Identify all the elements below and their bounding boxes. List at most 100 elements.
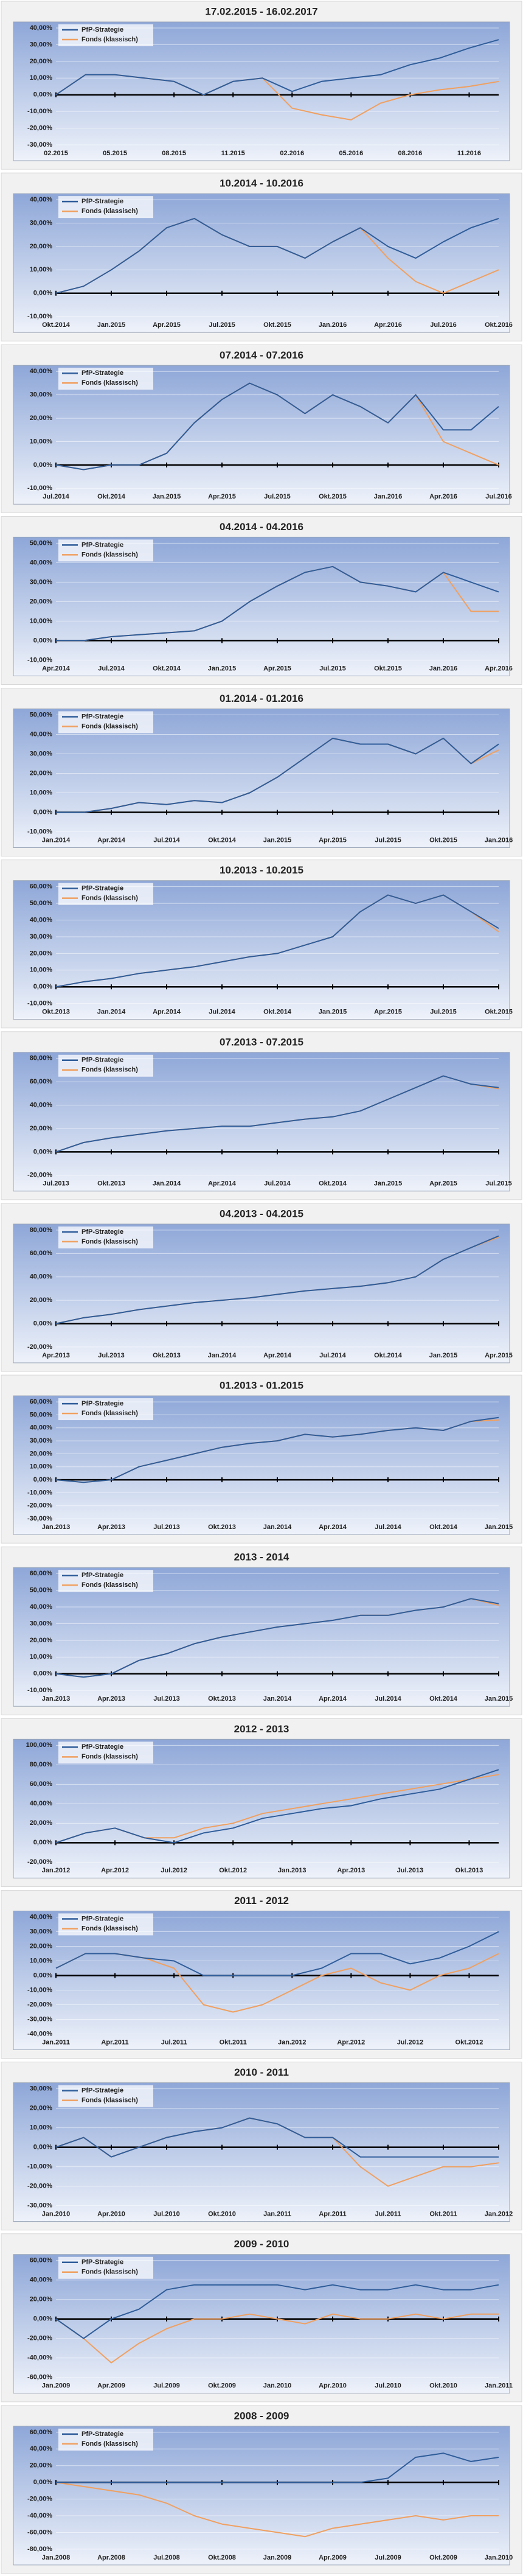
x-tick-label: Jul.2014 [153, 836, 180, 844]
x-tick-label: Jan.2015 [208, 665, 236, 672]
x-tick-label: Jan.2013 [42, 1524, 70, 1531]
x-tick-label: Okt.2014 [153, 665, 181, 672]
y-tick-label: 30,00% [30, 219, 53, 226]
y-tick-label: 20,00% [30, 2296, 53, 2303]
chart-title: 17.02.2015 - 16.02.2017 [205, 5, 317, 17]
x-tick-label: Apr.2011 [319, 2211, 346, 2218]
y-tick-label: 20,00% [30, 1450, 53, 1457]
legend-label: Fonds (klassisch) [81, 1238, 138, 1245]
x-tick-label: 11.2015 [221, 150, 245, 157]
y-tick-label: 40,00% [30, 368, 53, 375]
y-tick-label: 10,00% [30, 1957, 53, 1964]
x-tick-label: Jul.2015 [375, 836, 401, 844]
x-tick-label: Apr.2011 [101, 2039, 128, 2046]
x-tick-label: Okt.2015 [263, 321, 291, 329]
y-tick-label: 0,00% [33, 983, 52, 990]
y-tick-label: 20,00% [30, 769, 53, 777]
legend-label: PfP-Strategie [81, 26, 123, 33]
x-tick-label: Apr.2013 [97, 1695, 125, 1703]
y-tick-label: -30,00% [27, 2202, 52, 2210]
x-tick-label: Apr.2013 [337, 1867, 365, 1874]
legend-label: PfP-Strategie [81, 885, 123, 892]
chart-panel: 2012 - 2013 -20,00% 0,00% 20,00% 40,00% 60,00… [1, 1718, 522, 1887]
y-tick-label: -10,00% [27, 485, 52, 492]
x-tick-label: Jan.2016 [429, 665, 457, 672]
x-tick-label: Jan.2012 [42, 1867, 70, 1874]
series-line [56, 565, 499, 642]
chart-panel: 2008 - 2009 -80,00% -60,00% -40,00% -20,00% 0… [1, 2405, 522, 2574]
y-tick-label: -20,00% [27, 2001, 52, 2008]
chart-panel: 17.02.2015 - 16.02.2017 -30,00% -20,00% -10… [1, 1, 522, 170]
y-tick-label: 50,00% [30, 900, 53, 907]
x-tick-label: Apr.2014 [263, 1352, 292, 1359]
chart-panel: 01.2014 - 01.2016 -10,00% 0,00% 10,00% 20,00… [1, 688, 522, 857]
legend-label: Fonds (klassisch) [81, 551, 138, 558]
y-tick-label: 30,00% [30, 391, 53, 399]
series-line [55, 1598, 499, 1678]
y-tick-label: 80,00% [30, 1055, 53, 1062]
chart-panel: 07.2014 - 07.2016 -10,00% 0,00% 10,00% 20,00… [1, 344, 522, 513]
x-tick-label: Apr.2008 [97, 2554, 125, 2561]
chart-panel: 2010 - 2011 -30,00% -20,00% -10,00% 0,00% 10,… [1, 2062, 522, 2231]
x-tick-label: Jul.2014 [43, 493, 69, 500]
x-tick-label: Jan.2012 [278, 2039, 306, 2046]
x-tick-label: Apr.2016 [485, 665, 513, 672]
y-tick-label: -10,00% [27, 1489, 52, 1496]
chart-title: 10.2014 - 10.2016 [220, 178, 303, 189]
x-tick-label: Apr.2010 [319, 2382, 347, 2390]
y-tick-label: 0,00% [33, 808, 52, 816]
x-tick-label: Jan.2010 [485, 2554, 513, 2561]
x-tick-label: Jan.2011 [263, 2211, 291, 2218]
legend-label: PfP-Strategie [81, 2431, 123, 2438]
y-tick-label: 20,00% [30, 1637, 53, 1644]
x-tick-label: Jul.2015 [264, 493, 290, 500]
legend-label: Fonds (klassisch) [81, 2269, 138, 2276]
y-tick-label: 10,00% [30, 789, 53, 796]
x-tick-label: Apr.2009 [97, 2382, 125, 2390]
x-tick-label: Okt.2014 [429, 1695, 458, 1703]
y-tick-label: -10,00% [27, 1000, 52, 1007]
chart-title: 2008 - 2009 [234, 2410, 289, 2421]
y-tick-label: 0,00% [33, 1320, 52, 1327]
x-tick-label: Apr.2015 [374, 1009, 402, 1016]
legend-label: PfP-Strategie [81, 713, 123, 720]
y-tick-label: 0,00% [33, 290, 52, 297]
y-tick-label: 40,00% [30, 2445, 53, 2452]
chart-panel: 2011 - 2012 -40,00% -30,00% -20,00% -10,00% 0… [1, 1889, 522, 2059]
series-line [55, 894, 499, 988]
x-tick-label: Apr.2015 [153, 321, 181, 329]
y-tick-label: -10,00% [27, 656, 52, 663]
x-tick-label: Jul.2011 [375, 2211, 401, 2218]
y-tick-label: 40,00% [30, 559, 53, 566]
x-tick-label: Okt.2009 [208, 2382, 236, 2390]
x-tick-label: Apr.2015 [208, 493, 236, 500]
y-tick-label: 0,00% [33, 2315, 52, 2323]
legend-label: PfP-Strategie [81, 1400, 123, 1407]
chart-panel: 04.2013 - 04.2015 -20,00% 0,00% 20,00% 40,00… [1, 1203, 522, 1372]
x-tick-label: Jan.2015 [485, 1524, 513, 1531]
y-tick-label: 0,00% [33, 1972, 52, 1979]
y-tick-label: 40,00% [30, 730, 53, 738]
legend-label: PfP-Strategie [81, 1743, 123, 1751]
y-tick-label: 40,00% [30, 916, 53, 923]
x-tick-label: Apr.2016 [374, 321, 402, 329]
series-line [55, 2482, 499, 2538]
x-tick-label: Jul.2015 [319, 665, 345, 672]
chart-title: 07.2013 - 07.2015 [220, 1036, 303, 1048]
legend-box [58, 1226, 153, 1248]
x-tick-label: Jan.2013 [278, 1867, 306, 1874]
x-tick-label: 02.2016 [280, 150, 304, 157]
x-tick-label: Jan.2015 [263, 836, 291, 844]
y-tick-label: 50,00% [30, 1411, 53, 1418]
y-tick-label: 40,00% [30, 1424, 53, 1432]
y-tick-label: 30,00% [30, 1437, 53, 1444]
y-tick-label: 20,00% [30, 598, 53, 605]
x-tick-label: Jul.2015 [485, 1180, 511, 1188]
chart-title: 04.2013 - 04.2015 [220, 1208, 303, 1219]
y-tick-label: -20,00% [27, 1343, 52, 1351]
x-tick-label: Okt.2014 [429, 1524, 458, 1531]
x-tick-label: Okt.2013 [455, 1867, 483, 1874]
x-tick-label: Okt.2013 [208, 1695, 236, 1703]
y-tick-label: -40,00% [27, 2512, 52, 2519]
x-tick-label: Okt.2009 [429, 2554, 457, 2561]
